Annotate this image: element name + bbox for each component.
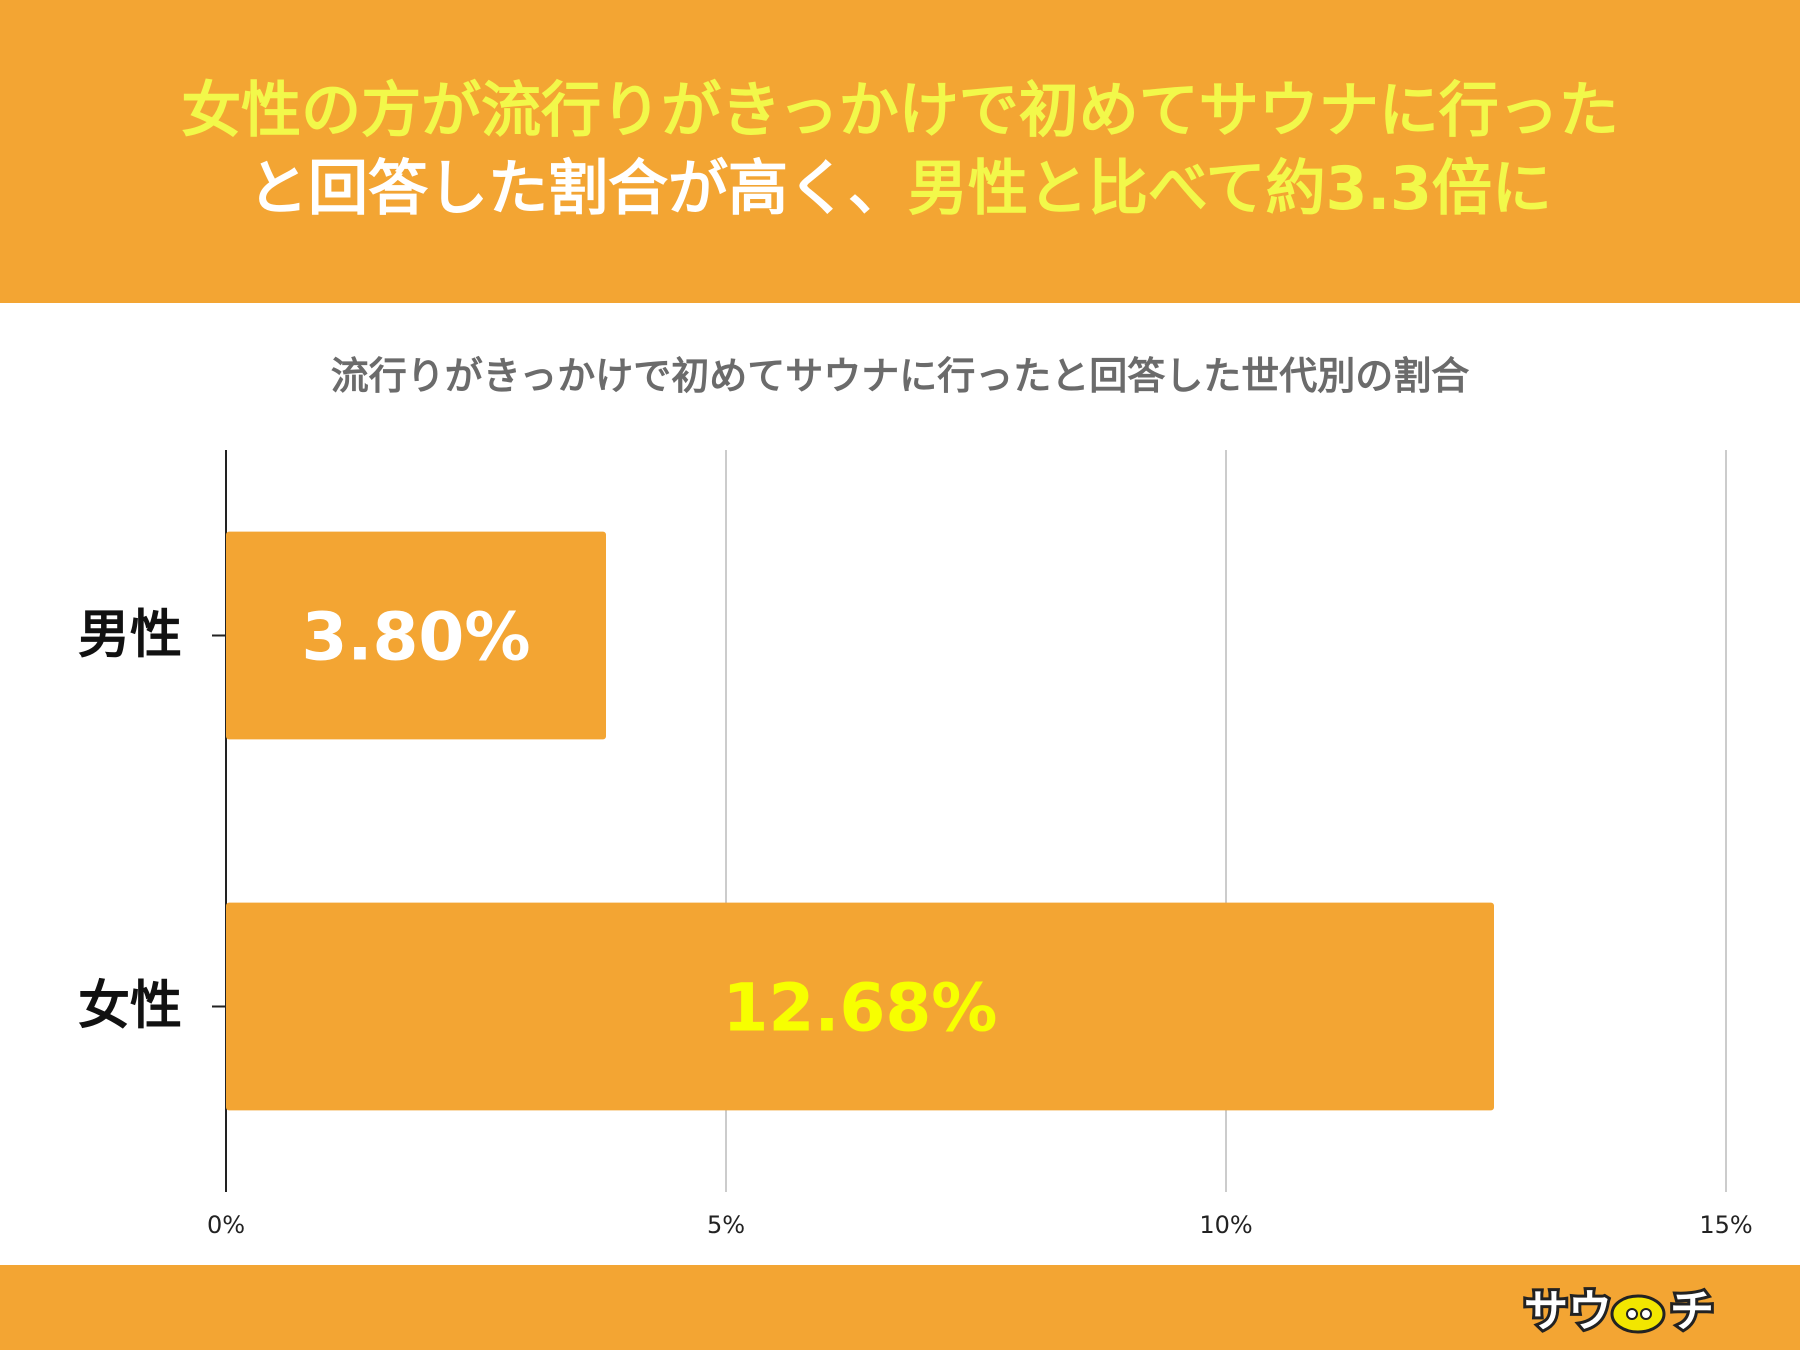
x-tick-label: 10% [1199,1211,1252,1239]
x-tick-label: 15% [1699,1211,1752,1239]
x-tick-label: 5% [707,1211,745,1239]
footer-bar [0,1265,1800,1350]
chart-title: 流行りがきっかけで初めてサウナに行ったと回答した世代別の割合 [330,354,1470,398]
headline-line-2: と回答した割合が高く、男性と比べて約3.3倍に [0,150,1800,228]
bar-chart: 0% 5% 10% 15% 男性 3.80% 女性 12.68% [78,450,1753,1239]
category-label: 女性 [78,977,182,1037]
header-banner: 女性の方が流行りがきっかけで初めてサウナに行った と回答した割合が高く、男性と比… [0,0,1800,303]
svg-text:チ: チ [1670,1286,1714,1337]
bar [226,902,1494,1111]
headline-line-2-highlight: 男性と比べて約3.3倍に [908,154,1552,224]
bar [226,531,606,740]
headline-line-1: 女性の方が流行りがきっかけで初めてサウナに行った [181,76,1619,146]
x-tick-label: 0% [207,1211,245,1239]
data-label: 3.80% [302,599,531,676]
headline-line-2-plain: と回答した割合が高く、 [248,154,909,224]
sauna-logo: サウ チ [1521,1283,1717,1340]
category-label: 男性 [78,606,182,666]
data-label: 12.68% [723,970,998,1047]
svg-text:サウ: サウ [1524,1286,1612,1337]
